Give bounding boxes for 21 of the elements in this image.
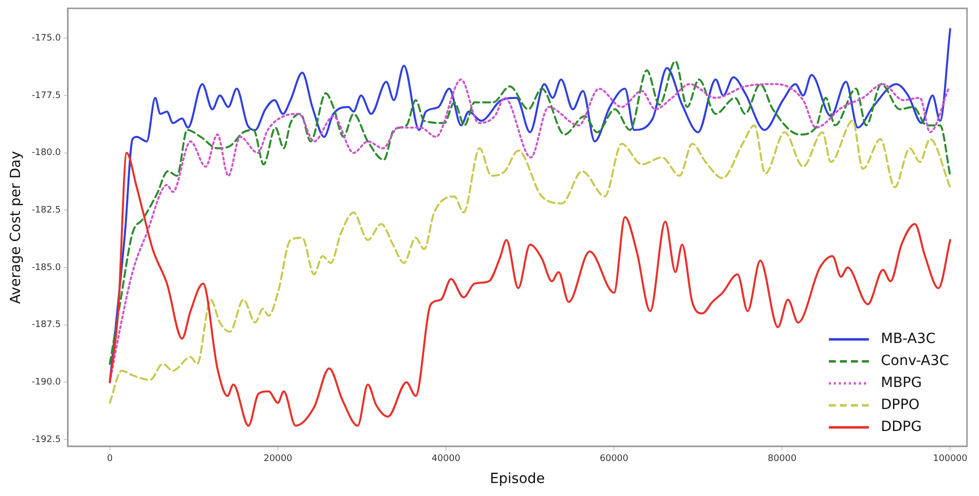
legend-label: DDPG (880, 419, 922, 436)
y-tick-label: -177.5 (32, 90, 61, 101)
legend-label: Conv-A3C (880, 353, 950, 370)
legend-label: DPPO (880, 397, 920, 414)
legend-label: MB-A3C (880, 331, 936, 348)
x-tick-label: 100000 (933, 454, 968, 464)
x-axis-title: Episode (490, 471, 545, 488)
y-tick-label: -175.0 (32, 34, 62, 44)
y-tick-label: -187.5 (32, 320, 61, 330)
legend-label: MBPG (880, 375, 922, 392)
x-tick-label: 20000 (264, 454, 292, 464)
y-tick-label: -185.0 (32, 262, 62, 273)
x-tick-label: 60000 (600, 454, 629, 464)
y-axis-title: Average Cost per Day (8, 150, 24, 304)
x-tick-label: 80000 (768, 454, 797, 464)
x-tick-label: 40000 (432, 454, 461, 464)
x-tick-label: 0 (106, 454, 113, 464)
y-tick-label: -180.0 (32, 148, 62, 158)
y-tick-label: -190.0 (32, 378, 62, 388)
y-tick-label: -182.5 (32, 206, 61, 216)
y-tick-label: -192.5 (32, 434, 61, 445)
